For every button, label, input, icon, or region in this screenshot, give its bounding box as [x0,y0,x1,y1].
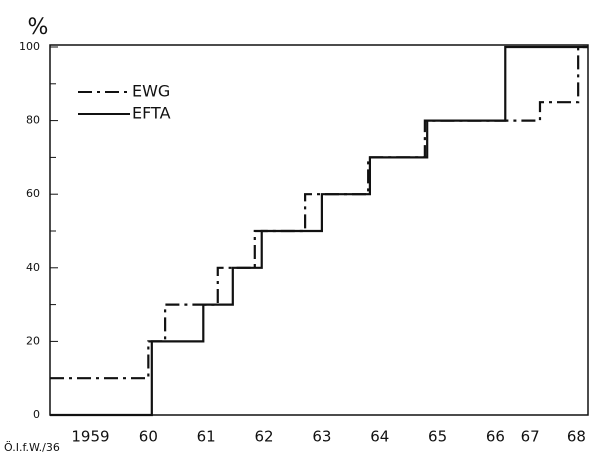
source-note: Ö.I.f.W./36 [4,441,60,454]
x-tick-label: 63 [312,428,331,446]
y-axis-label: % [28,15,49,40]
legend-label: EWG [132,82,170,101]
y-tick-label: 40 [26,261,40,274]
legend-label: EFTA [132,104,171,123]
x-tick-label: 1959 [71,428,109,446]
x-tick-label: 64 [370,428,389,446]
x-tick-label: 62 [254,428,273,446]
x-tick-label: 68 [567,428,586,446]
x-tick-label: 60 [139,428,158,446]
step-line [50,45,588,380]
y-tick-label: 100 [19,40,40,53]
y-tick-label: 60 [26,187,40,200]
x-tick-label: 67 [521,428,540,446]
y-tick-label: 20 [26,334,40,347]
x-tick-label: 65 [428,428,447,446]
x-tick-label: 61 [197,428,216,446]
x-tick-label: 66 [486,428,505,446]
plot-frame [49,44,589,416]
y-tick-label: 0 [33,408,40,421]
y-tick-label: 80 [26,114,40,127]
step-line [50,45,588,417]
